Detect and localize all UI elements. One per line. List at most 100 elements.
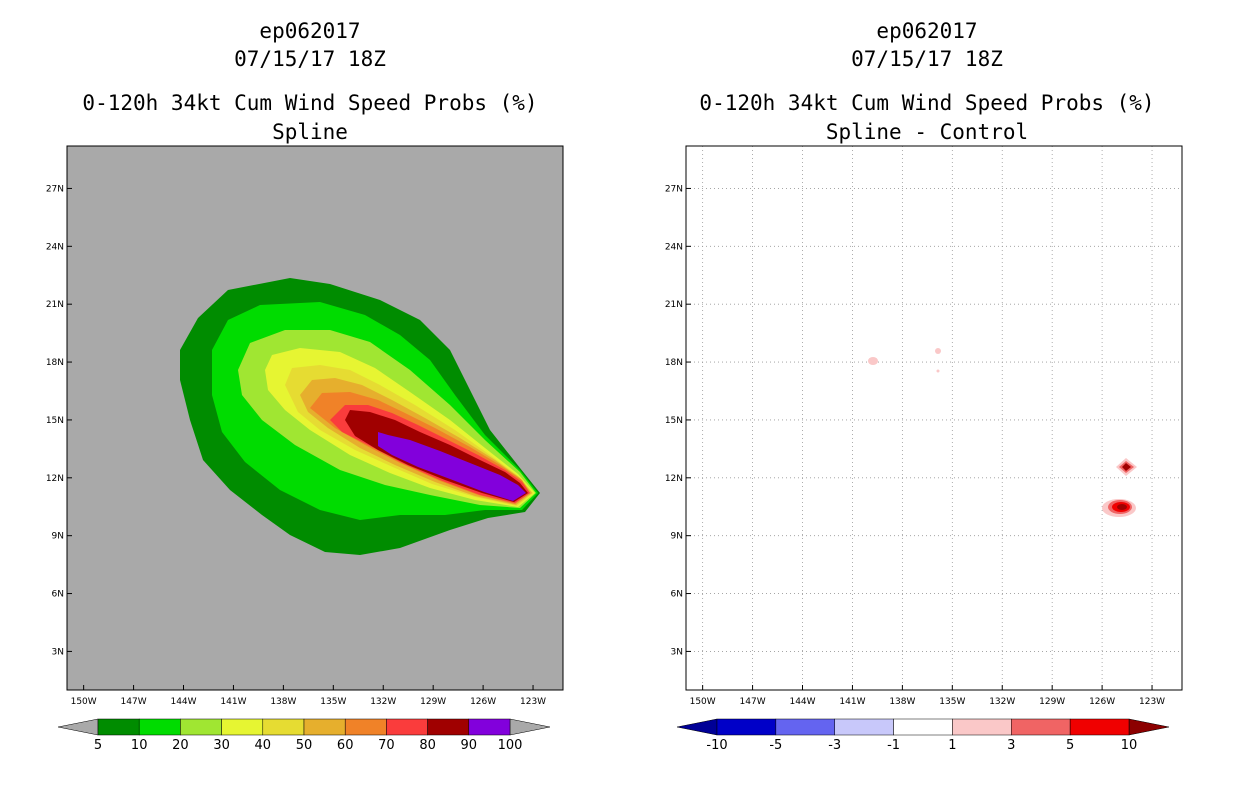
x-tick-label: 132W — [989, 697, 1015, 707]
colorbar-label: 90 — [461, 738, 478, 753]
x-tick-label: 132W — [370, 697, 396, 707]
colorbar-swatch — [775, 718, 835, 736]
y-tick-label: 6N — [52, 590, 64, 600]
colorbar-label: -5 — [769, 738, 782, 753]
colorbar-label: 30 — [213, 738, 230, 753]
y-tick-label: 9N — [52, 532, 64, 542]
colorbar-under-arrow — [676, 718, 718, 736]
colorbar-swatch — [262, 718, 305, 736]
x-tick-label: 147W — [740, 697, 766, 707]
y-tick-label: 3N — [52, 647, 64, 657]
x-tick-label: 144W — [789, 697, 815, 707]
colorbar-swatch — [1069, 718, 1130, 736]
left-chart-subtitle: Spline — [272, 120, 348, 144]
difference-contours — [868, 348, 1137, 517]
colorbar-swatch — [344, 718, 387, 736]
colorbar-swatch — [834, 718, 894, 736]
diff-spot-1 — [868, 357, 878, 365]
colorbar-swatch — [893, 718, 953, 736]
x-tick-label: 141W — [220, 697, 246, 707]
x-tick-label: 129W — [420, 697, 446, 707]
y-tick-label: 24N — [46, 242, 64, 252]
y-tick-label: 21N — [665, 300, 683, 310]
x-tick-label: 147W — [121, 697, 147, 707]
colorbar-label: 10 — [131, 738, 148, 753]
y-tick-label: 12N — [46, 474, 64, 484]
colorbar-label: 100 — [498, 738, 523, 753]
x-tick-label: 144W — [170, 697, 196, 707]
right-gridlines — [686, 146, 1182, 690]
right-plot-frame — [685, 145, 1183, 691]
colorbar-label: 5 — [1066, 738, 1074, 753]
y-tick-label: 27N — [665, 184, 683, 194]
colorbar-label: 40 — [255, 738, 272, 753]
x-tick-label: 123W — [520, 697, 546, 707]
x-tick-label: 126W — [470, 697, 496, 707]
colorbar-label: 5 — [94, 738, 102, 753]
left-x-axis: 150W 147W 144W 141W 138W 135W 132W 129W 126W 123W — [71, 685, 546, 707]
colorbar-label: 80 — [419, 738, 436, 753]
x-tick-label: 135W — [320, 697, 346, 707]
y-tick-label: 12N — [665, 474, 683, 484]
right-storm-id: ep062017 — [876, 19, 978, 43]
x-tick-label: 135W — [939, 697, 965, 707]
right-datetime: 07/15/17 18Z — [851, 47, 1003, 71]
right-chart-subtitle: Spline - Control — [825, 120, 1029, 144]
left-plot-frame — [66, 145, 564, 691]
right-y-axis: 27N 24N 21N 18N 15N 12N 9N 6N 3N — [665, 184, 691, 657]
y-tick-label: 18N — [46, 358, 64, 368]
colorbar-label: 3 — [1007, 738, 1015, 753]
x-tick-label: 129W — [1039, 697, 1065, 707]
right-colorbar: -10 -5 -3 -1 1 3 5 10 — [676, 718, 1170, 753]
colorbar-label: 70 — [378, 738, 395, 753]
colorbar-label: -3 — [828, 738, 841, 753]
diff-spot-3 — [936, 369, 940, 373]
colorbar-label: 20 — [172, 738, 189, 753]
colorbar-swatch — [952, 718, 1012, 736]
colorbar-swatch — [303, 718, 346, 736]
y-tick-label: 6N — [671, 590, 683, 600]
colorbar-over-arrow — [1128, 718, 1170, 736]
colorbar-swatch — [1011, 718, 1071, 736]
right-x-axis: 150W 147W 144W 141W 138W 135W 132W 129W 126W 123W — [690, 685, 1165, 707]
colorbar-over-arrow — [509, 718, 551, 736]
left-plot: 150W 147W 144W 141W 138W 135W 132W 129W 126W 123W… — [46, 145, 564, 753]
x-tick-label: 141W — [839, 697, 865, 707]
left-datetime: 07/15/17 18Z — [234, 47, 386, 71]
y-tick-label: 15N — [46, 416, 64, 426]
left-colorbar: 5 10 20 30 40 50 60 70 80 90 100 — [57, 718, 551, 753]
right-plot: 150W 147W 144W 141W 138W 135W 132W 129W 126W 123W… — [665, 145, 1183, 753]
contour-90 — [378, 432, 526, 501]
colorbar-swatch — [138, 718, 181, 736]
y-tick-label: 3N — [671, 647, 683, 657]
probability-contours — [180, 278, 540, 555]
diff-spot-2 — [935, 348, 941, 354]
x-tick-label: 150W — [71, 697, 97, 707]
colorbar-label: 10 — [1121, 738, 1138, 753]
y-tick-label: 18N — [665, 358, 683, 368]
colorbar-label: 60 — [337, 738, 354, 753]
colorbar-swatch — [221, 718, 264, 736]
x-tick-label: 150W — [690, 697, 716, 707]
colorbar-swatch — [97, 718, 140, 736]
left-storm-id: ep062017 — [259, 19, 361, 43]
right-chart-title: 0-120h 34kt Cum Wind Speed Probs (%) — [699, 91, 1155, 115]
y-tick-label: 15N — [665, 416, 683, 426]
x-tick-label: 138W — [270, 697, 296, 707]
colorbar-swatch — [386, 718, 428, 736]
left-chart-title: 0-120h 34kt Cum Wind Speed Probs (%) — [82, 91, 538, 115]
colorbar-label: -10 — [706, 738, 727, 753]
diff-spot-5-core — [1117, 504, 1127, 510]
x-tick-label: 126W — [1089, 697, 1115, 707]
y-tick-label: 9N — [671, 532, 683, 542]
left-y-axis: 27N 24N 21N 18N 15N 12N 9N 6N 3N — [46, 184, 72, 657]
colorbar-label: -1 — [887, 738, 900, 753]
y-tick-label: 24N — [665, 242, 683, 252]
colorbar-label: 50 — [296, 738, 313, 753]
colorbar-under-arrow — [57, 718, 99, 736]
diff-spot-4-core — [1122, 463, 1131, 471]
colorbar-swatch — [427, 718, 470, 736]
x-tick-label: 138W — [889, 697, 915, 707]
colorbar-swatch — [468, 718, 511, 736]
